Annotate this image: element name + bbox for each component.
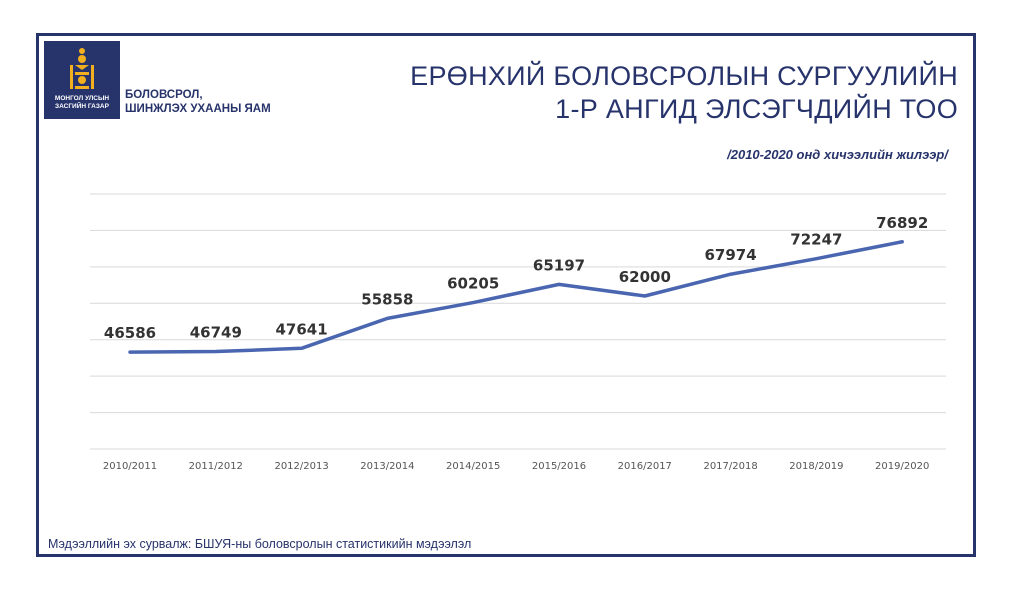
x-tick-label: 2019/2020	[875, 461, 929, 472]
data-label: 46749	[190, 324, 242, 342]
series-line	[128, 240, 904, 354]
logo-text-line1: МОНГОЛ УЛСЫН	[54, 95, 110, 102]
chart-title: ЕРӨНХИЙ БОЛОВСРОЛЫН СУРГУУЛИЙН 1-Р АНГИД…	[410, 60, 958, 126]
x-tick-label: 2013/2014	[360, 461, 414, 472]
ministry-name: БОЛОВСРОЛ, ШИНЖЛЭХ УХААНЫ ЯАМ	[125, 88, 271, 116]
data-label: 46586	[104, 324, 156, 342]
data-label: 72247	[790, 231, 842, 249]
source-note: Мэдээллийн эх сурвалж: БШУЯ-ны боловсрол…	[48, 537, 472, 551]
x-tick-label: 2011/2012	[189, 461, 243, 472]
chart-subtitle: /2010-2020 онд хичээлийн жилээр/	[727, 147, 948, 162]
chart-title-line1: ЕРӨНХИЙ БОЛОВСРОЛЫН СУРГУУЛИЙН	[410, 61, 958, 91]
data-label: 55858	[361, 290, 413, 308]
data-label: 76892	[876, 214, 928, 232]
data-label: 65197	[533, 256, 585, 274]
government-logo: МОНГОЛ УЛСЫН ЗАСГИЙН ГАЗАР	[44, 41, 120, 119]
x-tick-label: 2018/2019	[789, 461, 843, 472]
data-label: 47641	[276, 320, 328, 338]
soyombo-emblem-icon	[70, 48, 94, 89]
data-label: 62000	[619, 268, 671, 286]
x-tick-label: 2015/2016	[532, 461, 586, 472]
x-tick-label: 2010/2011	[103, 461, 157, 472]
ministry-name-line1: БОЛОВСРОЛ,	[125, 89, 203, 101]
data-label: 67974	[705, 246, 757, 264]
data-label: 60205	[447, 275, 499, 293]
chart-title-line2: 1-Р АНГИД ЭЛСЭГЧДИЙН ТОО	[555, 94, 958, 124]
x-tick-label: 2014/2015	[446, 461, 500, 472]
x-tick-label: 2016/2017	[618, 461, 672, 472]
ministry-name-line2: ШИНЖЛЭХ УХААНЫ ЯАМ	[125, 103, 271, 115]
logo-text-line2: ЗАСГИЙН ГАЗАР	[55, 103, 109, 110]
x-tick-label: 2017/2018	[703, 461, 757, 472]
x-tick-label: 2012/2013	[274, 461, 328, 472]
